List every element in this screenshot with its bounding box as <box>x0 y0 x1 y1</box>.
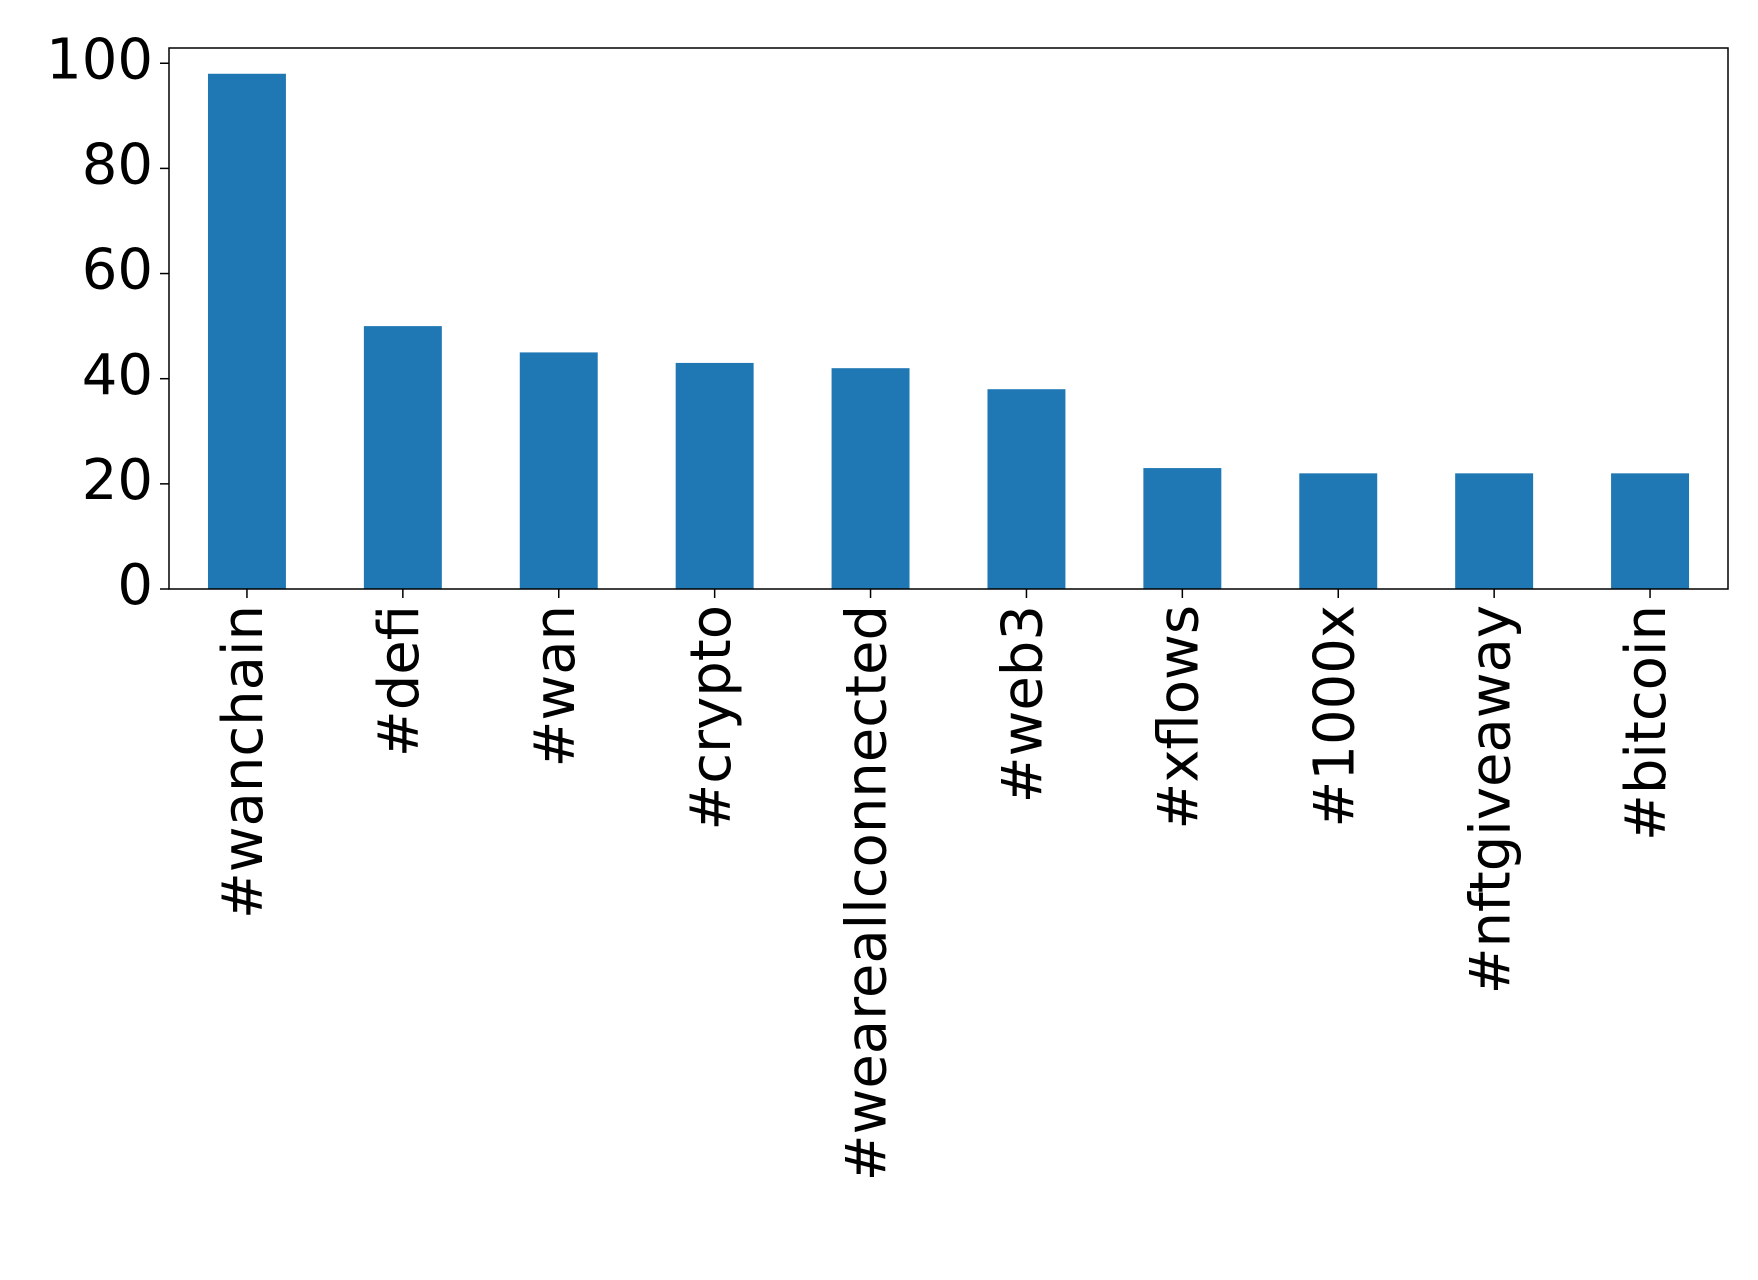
bar <box>207 73 286 589</box>
bar <box>675 362 754 589</box>
x-tick-label: #bitcoin <box>1614 605 1679 841</box>
y-tick-label: 20 <box>82 448 153 513</box>
x-tick-label: #weareallconnected <box>835 605 900 1181</box>
x-tick-label: #xflows <box>1146 605 1211 830</box>
y-tick-label: 80 <box>82 133 153 198</box>
bar <box>519 352 598 589</box>
x-tick-label: #nftgiveaway <box>1458 605 1523 994</box>
x-tick-label: #1000x <box>1302 605 1367 828</box>
bar <box>831 368 910 589</box>
x-tick-label: #wanchain <box>211 605 276 919</box>
y-tick-label: 100 <box>46 27 153 92</box>
bar <box>1455 473 1534 589</box>
plot-frame <box>168 47 1729 590</box>
y-tick-label: 60 <box>82 238 153 303</box>
bar <box>1299 473 1378 589</box>
bar <box>1611 473 1690 589</box>
y-tick-label: 0 <box>117 553 153 618</box>
bar <box>987 389 1066 589</box>
y-tick-label: 40 <box>82 343 153 408</box>
bar <box>363 326 442 589</box>
x-tick-label: #defi <box>367 605 432 757</box>
bar <box>1143 468 1222 589</box>
x-tick-label: #web3 <box>991 605 1056 803</box>
x-tick-label: #crypto <box>679 605 744 831</box>
x-tick-label: #wan <box>523 605 588 768</box>
